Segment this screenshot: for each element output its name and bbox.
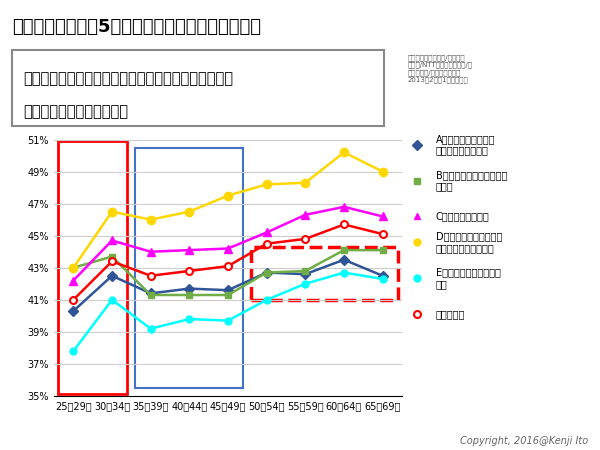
A軸：成果責任を背負
い、見合った報酬等 [340, 257, 347, 262]
Text: 「自己成長とやりがい」がモチベーション項目の中で: 「自己成長とやりがい」がモチベーション項目の中で [23, 71, 233, 86]
D軸：仕事の達成を通し
た自己成長とやりがい [109, 209, 116, 214]
E軸：社会に向けた自己
実現 [109, 297, 116, 302]
全体満足度 [70, 297, 77, 302]
Line: C軸：職場環境適応: C軸：職場環境適応 [69, 202, 387, 285]
E軸：社会に向けた自己
実現 [302, 281, 309, 287]
全体満足度 [302, 236, 309, 242]
C軸：職場環境適応 [263, 230, 270, 235]
D軸：仕事の達成を通し
た自己成長とやりがい [379, 169, 386, 174]
Text: C軸：職場環境適応: C軸：職場環境適応 [436, 212, 490, 221]
Line: B軸：仕事とプライベート
の両立: B軸：仕事とプライベート の両立 [70, 247, 386, 298]
B軸：仕事とプライベート
の両立 [302, 268, 309, 274]
全体満足度 [340, 222, 347, 227]
A軸：成果責任を背負
い、見合った報酬等 [147, 291, 154, 296]
Text: 出典：就業力研究会/三菱総合
研究所/NTTコムオンライン/立
教大学倉阿/慶應大学伊藤、
2013年2月「1万人調査」: 出典：就業力研究会/三菱総合 研究所/NTTコムオンライン/立 教大学倉阿/慶應… [408, 54, 473, 83]
Line: E軸：社会に向けた自己
実現: E軸：社会に向けた自己 実現 [70, 269, 386, 355]
D軸：仕事の達成を通し
た自己成長とやりがい [70, 265, 77, 270]
A軸：成果責任を背負
い、見合った報酬等 [379, 273, 386, 279]
D軸：仕事の達成を通し
た自己成長とやりがい [186, 209, 193, 214]
Text: D軸：仕事の達成を通し
た自己成長とやりがい: D軸：仕事の達成を通し た自己成長とやりがい [436, 231, 502, 253]
B軸：仕事とプライベート
の両立 [263, 270, 270, 275]
A軸：成果責任を背負
い、見合った報酬等 [263, 270, 270, 275]
B軸：仕事とプライベート
の両立 [379, 248, 386, 253]
C軸：職場環境適応 [70, 278, 77, 283]
A軸：成果責任を背負
い、見合った報酬等 [109, 273, 116, 279]
D軸：仕事の達成を通し
た自己成長とやりがい [263, 182, 270, 187]
C軸：職場環境適応 [109, 238, 116, 243]
C軸：職場環境適応 [186, 248, 193, 253]
E軸：社会に向けた自己
実現 [186, 316, 193, 322]
B軸：仕事とプライベート
の両立 [224, 292, 232, 298]
B軸：仕事とプライベート
の両立 [147, 292, 154, 298]
A軸：成果責任を背負
い、見合った報酬等 [70, 308, 77, 314]
Line: 全体満足度: 全体満足度 [70, 221, 386, 303]
C軸：職場環境適応 [302, 212, 309, 217]
E軸：社会に向けた自己
実現 [70, 348, 77, 354]
Text: 全体満足度: 全体満足度 [436, 309, 465, 319]
Line: D軸：仕事の達成を通し
た自己成長とやりがい: D軸：仕事の達成を通し た自己成長とやりがい [69, 148, 387, 272]
B軸：仕事とプライベート
の両立 [186, 292, 193, 298]
A軸：成果責任を背負
い、見合った報酬等 [224, 288, 232, 293]
Line: A軸：成果責任を背負
い、見合った報酬等: A軸：成果責任を背負 い、見合った報酬等 [70, 256, 386, 315]
C軸：職場環境適応 [224, 246, 232, 251]
FancyBboxPatch shape [12, 50, 384, 126]
全体満足度 [109, 259, 116, 264]
D軸：仕事の達成を通し
た自己成長とやりがい [147, 217, 154, 222]
E軸：社会に向けた自己
実現 [263, 297, 270, 302]
E軸：社会に向けた自己
実現 [379, 276, 386, 282]
E軸：社会に向けた自己
実現 [224, 318, 232, 324]
A軸：成果責任を背負
い、見合った報酬等 [186, 286, 193, 291]
Text: Copyright, 2016@Kenji Ito: Copyright, 2016@Kenji Ito [460, 436, 588, 446]
Text: B軸：仕事とプライベート
の両立: B軸：仕事とプライベート の両立 [436, 170, 507, 191]
C軸：職場環境適応 [147, 249, 154, 254]
C軸：職場環境適応 [340, 204, 347, 210]
全体満足度 [379, 231, 386, 237]
A軸：成果責任を背負
い、見合った報酬等 [302, 271, 309, 277]
全体満足度 [186, 268, 193, 274]
B軸：仕事とプライベート
の両立 [109, 254, 116, 259]
Text: A軸：成果責任を背負
い、見合った報酬等: A軸：成果責任を背負 い、見合った報酬等 [436, 134, 496, 155]
Text: どの年齢であっても高い！: どの年齢であっても高い！ [23, 104, 128, 120]
Text: 「モチベーション5カテゴリ」に関する年代の変化: 「モチベーション5カテゴリ」に関する年代の変化 [12, 18, 261, 36]
B軸：仕事とプライベート
の両立 [340, 248, 347, 253]
全体満足度 [224, 263, 232, 269]
全体満足度 [147, 273, 154, 279]
C軸：職場環境適応 [379, 214, 386, 219]
全体満足度 [263, 241, 270, 247]
B軸：仕事とプライベート
の両立 [70, 265, 77, 270]
Text: E軸：社会に向けた自己
実現: E軸：社会に向けた自己 実現 [436, 267, 501, 289]
D軸：仕事の達成を通し
た自己成長とやりがい [340, 149, 347, 155]
E軸：社会に向けた自己
実現 [147, 326, 154, 331]
D軸：仕事の達成を通し
た自己成長とやりがい [302, 180, 309, 185]
D軸：仕事の達成を通し
た自己成長とやりがい [224, 193, 232, 198]
E軸：社会に向けた自己
実現 [340, 270, 347, 275]
